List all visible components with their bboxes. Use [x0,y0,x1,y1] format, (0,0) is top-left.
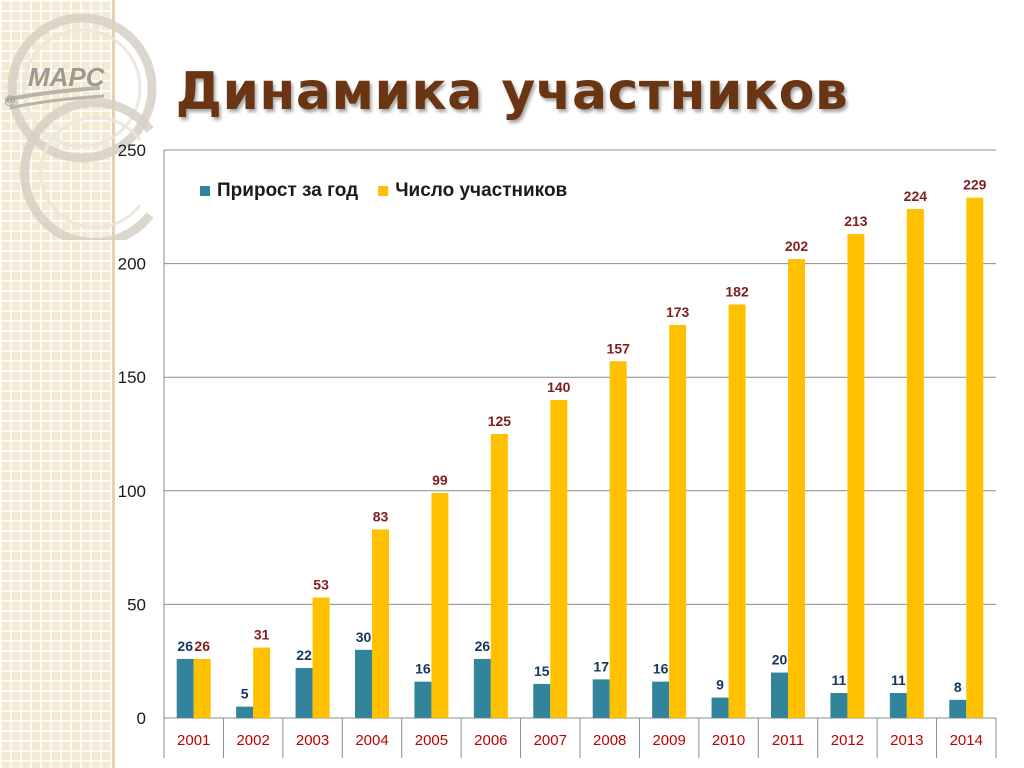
bar-growth-2013 [889,693,907,718]
legend-label-1: Число участников [395,180,567,201]
bar-growth-2002 [236,706,254,718]
y-tick-labels: 0 50 100 150 200 250 [118,141,146,728]
x-tick-label-2009: 2009 [652,732,685,749]
mars-logo: МАРС @ [4,13,157,240]
label-total-2004: 83 [373,508,389,524]
bar-total-2006 [490,434,508,718]
bar-total-2002 [253,647,271,718]
label-total-2003: 53 [313,577,329,593]
bar-growth-2005 [414,681,432,718]
label-growth-2004: 30 [356,629,372,645]
label-total-2006: 125 [488,413,512,429]
bar-total-2001 [193,658,211,718]
legend-swatch-0 [200,186,210,196]
label-total-2010: 182 [725,283,749,299]
label-growth-2007: 15 [534,663,550,679]
y-tick-label: 150 [118,368,146,387]
bar-total-2013 [906,209,924,718]
y-tick-label: 0 [137,709,146,728]
x-tick-label-2004: 2004 [355,732,388,749]
bar-growth-2012 [830,693,848,718]
label-growth-2008: 17 [593,658,609,674]
bar-growth-2011 [771,672,788,718]
bar-growth-2003 [295,668,313,718]
x-tick-label-2003: 2003 [296,732,329,749]
bar-growth-2009 [652,681,670,718]
label-total-2002: 31 [254,627,270,643]
label-growth-2012: 11 [832,672,847,688]
logo-text: МАРС [28,62,106,92]
label-total-2008: 157 [607,340,631,356]
svg-text:@: @ [4,93,16,107]
label-growth-2002: 5 [241,686,249,702]
bar-growth-2006 [473,658,491,718]
label-total-2012: 213 [844,213,868,229]
bar-total-2005 [431,493,449,718]
bar-total-2009 [669,324,687,718]
legend-label-0: Прирост за год [217,180,358,201]
bar-total-2010 [728,304,746,718]
label-growth-2013: 11 [891,672,906,688]
label-total-2001: 26 [194,638,210,654]
grid-lines [164,149,996,719]
bar-growth-2014 [949,699,967,718]
x-tick-label-2005: 2005 [415,732,448,749]
bar-total-2008 [609,361,627,718]
label-growth-2003: 22 [296,647,312,663]
axes [163,150,997,758]
x-tick-label-2008: 2008 [593,732,626,749]
x-tick-label-2013: 2013 [890,732,923,749]
x-tick-label-2007: 2007 [534,732,567,749]
label-total-2009: 173 [666,304,690,320]
label-total-2014: 229 [963,177,987,193]
label-total-2007: 140 [547,379,571,395]
label-growth-2006: 26 [475,638,491,654]
legend: Прирост за год Число участников [200,180,567,201]
bar-total-2003 [312,597,330,718]
data-labels: 26 26531225330831699261251514017157161739… [177,177,986,702]
x-tick-label-2006: 2006 [474,732,507,749]
x-tick-label-2010: 2010 [712,732,745,749]
bars [176,197,984,718]
label-growth-2011: 20 [772,652,788,668]
y-tick-label: 200 [118,255,146,274]
bar-total-2012 [847,234,865,718]
bar-total-2011 [788,259,805,718]
bar-growth-2008 [592,679,610,718]
label-total-2005: 99 [432,472,448,488]
bar-total-2014 [966,197,984,718]
y-tick-label: 250 [118,141,146,160]
bar-growth-2007 [533,683,551,718]
label-total-2013: 224 [904,188,928,204]
label-growth-2010: 9 [716,677,724,693]
bar-growth-2001 [176,658,194,718]
label-growth-2001: 26 [177,638,193,654]
x-tick-label-2002: 2002 [236,732,269,749]
x-tick-label-2011: 2011 [772,732,804,749]
bar-total-2004 [372,529,389,718]
label-growth-2009: 16 [653,661,669,677]
side-strip-edge [112,0,115,768]
x-tick-label-2001: 2001 [177,732,210,749]
label-total-2011: 202 [785,238,809,254]
x-tick-label-2012: 2012 [831,732,864,749]
x-tick-labels: 2001 2002 2003 2004 2005 2006 2007 2008 2009 2010… [177,732,983,749]
decorative-side-strip [0,0,112,768]
bar-growth-2004 [355,649,372,718]
x-tick-label-2014: 2014 [950,732,983,749]
y-tick-label: 50 [127,595,146,614]
label-growth-2005: 16 [415,661,431,677]
page-title: Динамика участников [175,62,849,122]
bar-total-2007 [550,399,568,718]
bar-growth-2010 [711,697,729,718]
y-tick-label: 100 [118,482,146,501]
label-growth-2014: 8 [954,679,962,695]
legend-swatch-1 [378,186,389,196]
